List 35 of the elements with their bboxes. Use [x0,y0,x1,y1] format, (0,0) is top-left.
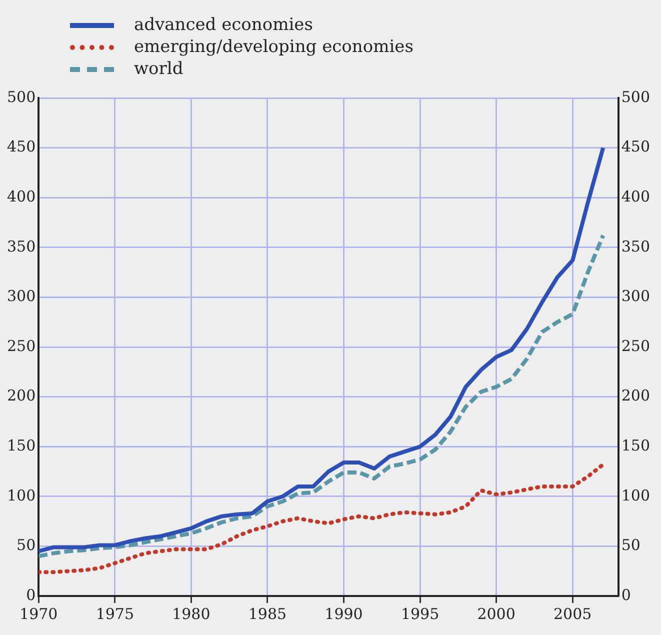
y-tick-label: 0 [26,586,36,604]
y-tick-label: 350 [6,237,36,256]
line-series [38,233,606,558]
y2-tick-label: 500 [621,88,650,106]
y-tick-label: 400 [6,187,36,206]
x-tick-label: 1980 [172,604,210,623]
y2-tick-label: 350 [621,237,650,256]
y2-tick-label: 150 [621,436,650,454]
y2-tick-label: 100 [621,486,650,504]
y-tick-label: 150 [6,436,36,454]
y-tick-label: 50 [16,536,36,554]
y-tick-label: 250 [6,336,36,355]
legend-label: advanced economies [134,14,313,36]
y-tick-label: 200 [6,386,36,405]
y-tick-label: 450 [6,138,36,156]
x-tick-label: 1985 [248,604,287,623]
line-series [38,462,606,574]
y-tick-label: 500 [6,88,36,106]
x-tick-label: 1970 [20,604,58,623]
x-tick-label: 2005 [554,604,592,623]
y2-tick-label: 200 [621,386,650,405]
y2-tick-label: 400 [621,187,650,206]
y-tick-label: 100 [6,486,36,504]
y2-tick-label: 450 [621,138,650,156]
y-tick-label: 300 [6,287,36,306]
y2-tick-label: 300 [621,287,650,306]
y2-tick-label: 250 [621,336,650,355]
legend-label: world [134,58,184,80]
y2-tick-label: 50 [621,536,640,554]
legend-label: emerging/developing economies [134,36,414,58]
x-tick-label: 1990 [324,604,363,623]
x-tick-label: 2000 [477,604,516,623]
y2-tick-label: 0 [621,586,631,604]
x-tick-label: 1995 [400,604,440,623]
x-tick-label: 1975 [96,604,134,623]
